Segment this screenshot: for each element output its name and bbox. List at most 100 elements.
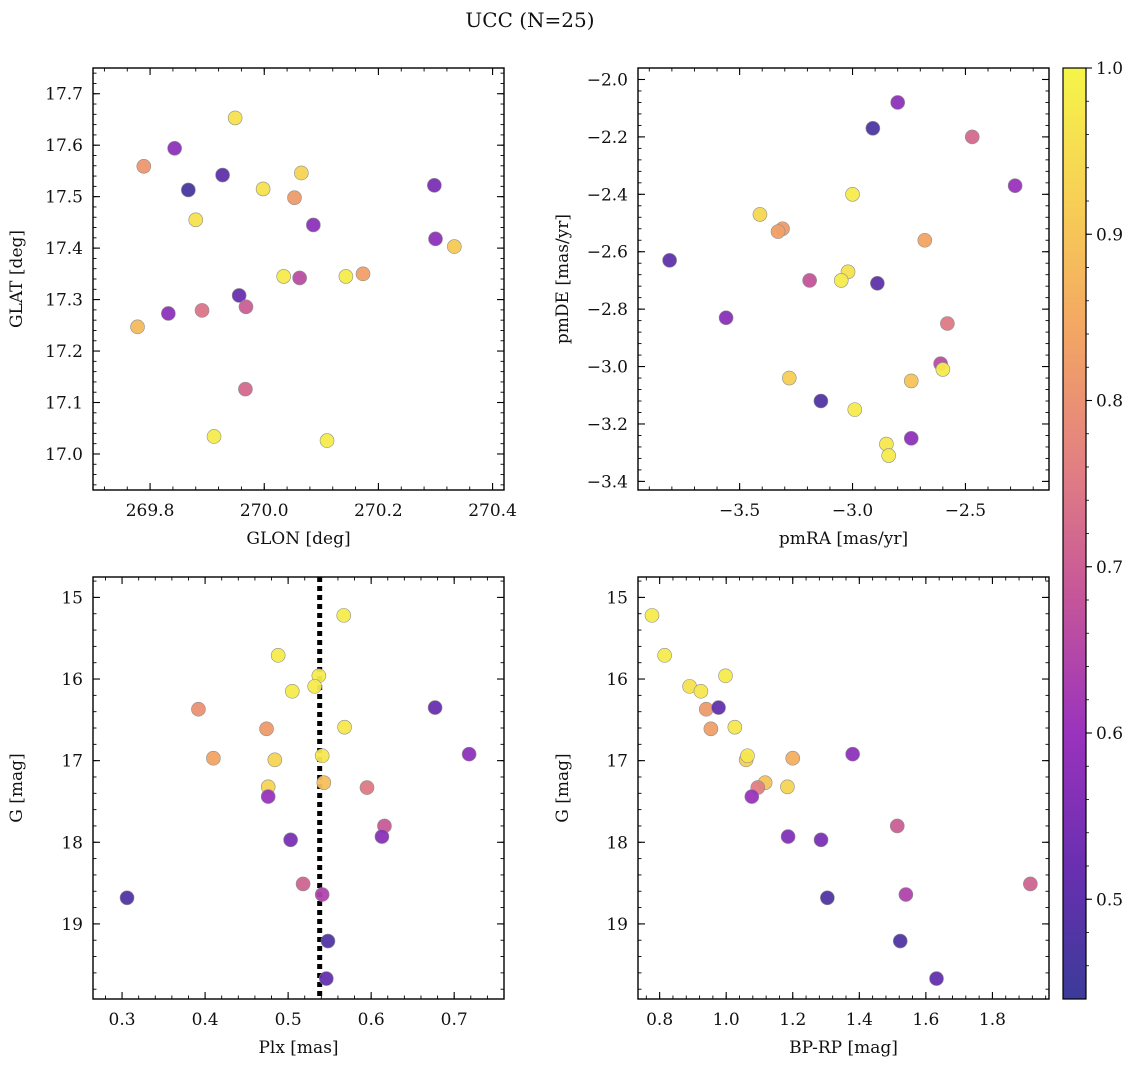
- data-point: [718, 310, 734, 326]
- subplot-3: 0.3 0.4 0.5 0.6 0.7 15 16 17 18 19 Plx [mas] G [mag…: [7, 576, 505, 1058]
- data-point: [693, 683, 709, 699]
- data-point: [238, 299, 254, 315]
- x-tick-label: −3.0: [832, 501, 873, 521]
- data-point: [260, 789, 276, 804]
- y-tick-label: 15: [61, 588, 83, 608]
- y-tick-label: −2.8: [587, 300, 628, 320]
- data-point: [903, 373, 919, 389]
- y-tick-label: −3.4: [587, 472, 628, 492]
- data-point: [847, 402, 863, 417]
- data-point: [314, 748, 330, 764]
- data-point: [845, 746, 860, 762]
- colorbar: 0.5 0.6 0.7 0.8 0.9 1.0: [1062, 59, 1123, 1000]
- data-point: [727, 719, 743, 735]
- y-tick-label: 16: [606, 670, 628, 690]
- scatter-points: [662, 95, 1023, 463]
- data-point: [267, 752, 283, 768]
- data-point: [306, 217, 321, 233]
- x-tick-label: 0.7: [441, 1010, 468, 1030]
- data-point: [964, 129, 980, 145]
- x-axis-label: BP-RP [mag]: [789, 1038, 898, 1058]
- subplot-1: 269.8 270.0 270.2 270.4 17.0 17.1 17.2 17.3 17.4…: [7, 67, 517, 549]
- data-point: [270, 648, 286, 663]
- scatter-points: [130, 110, 462, 448]
- data-point: [657, 648, 672, 663]
- data-point: [903, 431, 919, 446]
- data-point: [206, 750, 221, 766]
- data-point: [662, 253, 677, 268]
- x-tick-label: 1.0: [713, 1010, 740, 1030]
- data-point: [644, 608, 660, 623]
- y-axis-label: G [mag]: [7, 753, 27, 822]
- scatter-points: [119, 608, 477, 986]
- data-point: [890, 95, 905, 110]
- x-tick-label: 0.4: [192, 1010, 219, 1030]
- x-tick-label: 270.2: [354, 501, 403, 521]
- y-axis-label: GLAT [deg]: [7, 230, 27, 328]
- data-point: [314, 887, 330, 902]
- data-point: [316, 775, 332, 790]
- data-point: [898, 887, 914, 902]
- data-point: [917, 232, 933, 248]
- y-tick-label: 17.2: [45, 342, 83, 362]
- data-point: [940, 316, 955, 331]
- data-point: [427, 700, 443, 715]
- data-point: [276, 269, 291, 284]
- x-tick-label: 0.3: [109, 1010, 136, 1030]
- data-point: [284, 683, 300, 699]
- y-tick-label: 16: [61, 670, 83, 690]
- data-point: [336, 608, 352, 623]
- data-point: [161, 306, 176, 321]
- y-tick-label: 17.7: [45, 85, 83, 105]
- x-tick-label: 270.4: [468, 501, 517, 521]
- colorbar-bar: [1062, 67, 1087, 1000]
- data-point: [870, 276, 885, 291]
- y-tick-label: 18: [61, 833, 83, 853]
- data-point: [238, 381, 253, 397]
- data-point: [130, 319, 145, 335]
- y-axis-label: G [mag]: [553, 753, 573, 822]
- data-point: [206, 429, 222, 444]
- x-tick-label: 269.8: [126, 501, 175, 521]
- x-axis-label: Plx [mas]: [258, 1038, 338, 1058]
- x-tick-label: 1.4: [846, 1010, 873, 1030]
- data-point: [698, 701, 714, 717]
- y-tick-label: 17.3: [45, 291, 83, 311]
- y-tick-label: 17.6: [45, 136, 83, 156]
- data-point: [319, 433, 335, 448]
- data-point: [194, 303, 210, 318]
- data-point: [428, 231, 443, 247]
- data-point: [231, 288, 247, 303]
- data-point: [881, 448, 896, 463]
- data-point: [889, 818, 905, 834]
- y-tick-label: 17: [606, 752, 628, 772]
- data-point: [711, 700, 726, 715]
- data-point: [935, 362, 951, 377]
- y-tick-label: −2.6: [587, 243, 628, 263]
- data-point: [337, 719, 352, 735]
- data-point: [427, 178, 442, 193]
- data-point: [259, 721, 274, 737]
- data-point: [292, 270, 307, 286]
- subplot-grid: 269.8 270.0 270.2 270.4 17.0 17.1 17.2 17.3 17.4…: [7, 67, 1050, 1058]
- data-point: [320, 933, 336, 949]
- x-tick-label: −2.5: [945, 501, 986, 521]
- data-point: [752, 207, 768, 222]
- figure-title: UCC (N=25): [465, 8, 594, 32]
- y-tick-label: 17.5: [45, 188, 83, 208]
- x-tick-label: 1.8: [979, 1010, 1006, 1030]
- data-point: [802, 273, 817, 288]
- x-tick-label: 270.0: [240, 501, 289, 521]
- x-tick-label: 1.2: [779, 1010, 806, 1030]
- data-point: [1023, 876, 1038, 892]
- subplot-2: −3.5 −3.0 −2.5 −3.4 −3.2 −3.0 −2.8 −2.6 −2.4 −2.2…: [553, 67, 1050, 549]
- data-point: [780, 779, 795, 795]
- data-point: [744, 789, 760, 804]
- data-point: [295, 876, 311, 892]
- data-point: [359, 780, 375, 795]
- data-point: [782, 370, 797, 386]
- data-point: [845, 187, 860, 202]
- data-point: [181, 182, 196, 198]
- y-tick-label: 17.0: [45, 445, 83, 465]
